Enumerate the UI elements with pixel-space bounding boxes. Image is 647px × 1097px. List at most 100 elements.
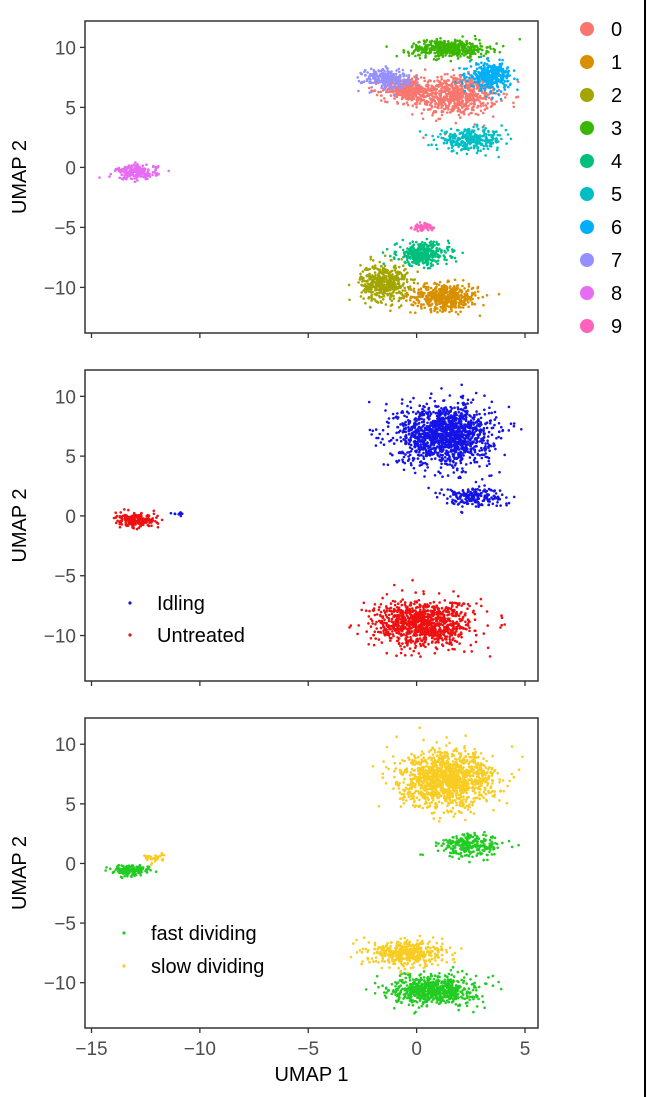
data-point — [390, 85, 393, 88]
data-point — [495, 70, 498, 73]
data-point — [428, 425, 432, 429]
data-point — [448, 90, 451, 93]
data-point — [431, 264, 435, 267]
data-point — [478, 134, 482, 137]
data-point — [488, 462, 491, 466]
data-point — [484, 97, 488, 101]
data-point — [490, 433, 494, 437]
data-point — [426, 258, 430, 262]
data-point — [416, 270, 420, 274]
data-point — [385, 45, 388, 48]
legend-label: 4 — [611, 151, 622, 173]
data-point — [437, 283, 441, 287]
data-point — [157, 172, 160, 176]
data-point — [478, 42, 482, 45]
data-point — [436, 307, 439, 310]
data-point — [393, 269, 397, 272]
data-point — [483, 408, 486, 412]
data-point — [462, 403, 465, 407]
data-point — [433, 51, 437, 55]
data-point — [417, 263, 421, 267]
data-point — [487, 50, 490, 54]
data-point — [498, 134, 502, 137]
data-point — [408, 242, 412, 245]
data-point — [423, 306, 427, 310]
data-point — [450, 143, 454, 147]
data-point — [447, 40, 450, 43]
data-point — [466, 147, 470, 150]
data-point — [481, 295, 485, 299]
data-point — [430, 44, 434, 48]
data-point — [369, 74, 372, 77]
data-point — [421, 258, 425, 261]
data-point — [489, 422, 492, 425]
data-point — [444, 417, 448, 420]
data-point — [421, 252, 424, 256]
data-point — [502, 92, 506, 96]
data-point — [437, 255, 441, 259]
data-point — [376, 279, 379, 282]
data-point — [374, 264, 377, 267]
data-point — [493, 68, 497, 71]
data-point — [516, 78, 519, 81]
data-point — [413, 471, 417, 475]
data-point — [476, 97, 480, 100]
data-point — [475, 410, 478, 413]
data-point — [460, 294, 463, 298]
data-point — [459, 91, 463, 95]
data-point — [385, 283, 389, 286]
data-point — [465, 83, 468, 86]
data-point — [371, 265, 375, 269]
data-point — [398, 70, 401, 74]
data-point — [448, 54, 451, 58]
data-point — [128, 174, 132, 178]
data-point — [393, 86, 396, 89]
data-point — [415, 74, 419, 77]
data-point — [392, 266, 396, 269]
data-point — [491, 64, 494, 68]
data-point — [369, 67, 373, 71]
data-point — [370, 296, 373, 300]
data-point — [418, 247, 422, 250]
y-tick-label: 5 — [65, 98, 76, 119]
data-point — [504, 96, 507, 99]
data-point — [466, 93, 470, 96]
data-point — [415, 298, 419, 302]
data-point — [481, 70, 485, 74]
data-point — [388, 86, 391, 90]
data-point — [401, 94, 405, 98]
data-point — [389, 94, 393, 97]
data-point — [144, 177, 148, 181]
data-point — [478, 94, 482, 98]
data-point — [418, 130, 422, 133]
data-point — [348, 298, 351, 302]
data-point — [430, 91, 434, 95]
series-9-points — [409, 221, 436, 233]
data-point — [476, 290, 480, 293]
data-point — [445, 258, 448, 262]
data-point — [368, 77, 372, 81]
data-point — [479, 109, 483, 113]
data-point — [447, 98, 451, 101]
data-point — [388, 439, 391, 443]
data-point — [420, 432, 424, 436]
data-point — [362, 284, 366, 288]
data-point — [484, 144, 488, 148]
data-point — [409, 296, 412, 300]
data-point — [368, 274, 372, 278]
series-1-points — [389, 278, 501, 318]
data-point — [366, 279, 369, 283]
data-point — [446, 293, 450, 297]
data-point — [372, 89, 375, 93]
data-point — [389, 293, 393, 297]
data-point — [381, 428, 385, 432]
data-point — [380, 84, 384, 87]
data-point — [471, 96, 475, 99]
data-point — [436, 253, 439, 256]
data-point — [506, 74, 510, 77]
data-point — [405, 258, 409, 262]
data-point — [491, 141, 495, 145]
data-point — [487, 129, 490, 133]
data-point — [449, 307, 453, 311]
data-point — [463, 89, 467, 93]
